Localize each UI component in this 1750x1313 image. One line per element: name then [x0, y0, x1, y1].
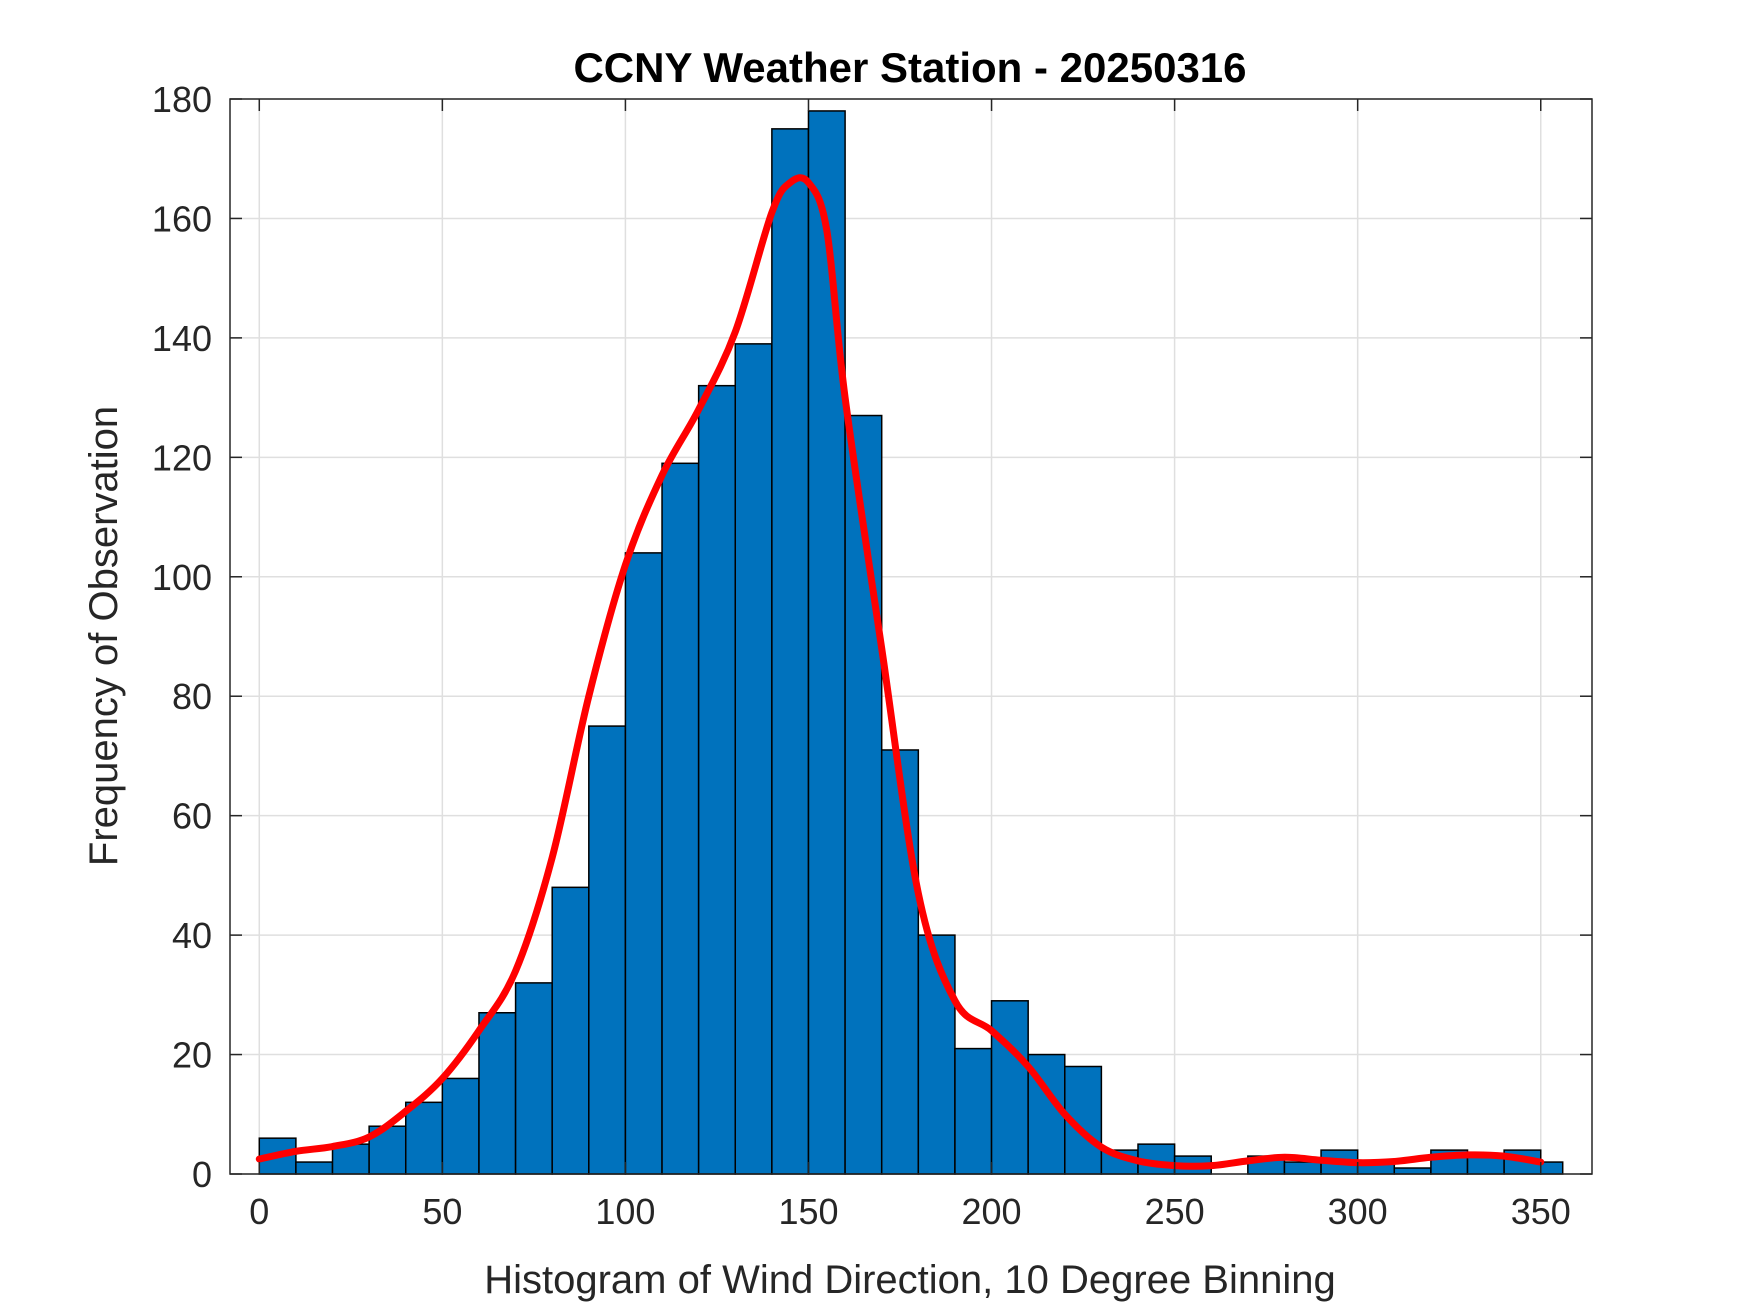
axis-ticks	[230, 98, 1592, 1175]
x-tick-label: 300	[1328, 1191, 1388, 1232]
y-tick-label: 80	[172, 676, 212, 717]
x-tick-label: 250	[1145, 1191, 1205, 1232]
y-tick-label: 100	[152, 557, 212, 598]
x-tick-label: 200	[962, 1191, 1022, 1232]
x-tick-labels: 0 50 100 150 200 250 300 350	[249, 1191, 1571, 1232]
chart-title: CCNY Weather Station - 20250316	[573, 44, 1246, 91]
histogram-bar	[441, 1077, 480, 1175]
y-tick-label: 140	[152, 318, 212, 359]
histogram-bar	[588, 725, 627, 1175]
histogram-bar	[478, 1012, 517, 1175]
y-tick-label: 40	[172, 915, 212, 956]
histogram-bar	[1283, 1161, 1322, 1175]
histogram-bar	[624, 552, 663, 1175]
y-tick-label: 120	[152, 437, 212, 478]
histogram-bar	[551, 886, 590, 1175]
y-tick-label: 20	[172, 1035, 212, 1076]
plot-frame	[229, 98, 1593, 1175]
fit-curve	[255, 174, 1545, 1170]
histogram-bar	[514, 982, 553, 1175]
histogram-bar	[771, 128, 810, 1175]
fit-curve-line	[255, 174, 1545, 1170]
histogram-bar	[1539, 1161, 1564, 1175]
histogram-bar	[404, 1101, 444, 1175]
histogram-bar	[954, 1047, 993, 1175]
x-tick-label: 0	[249, 1191, 269, 1232]
histogram-bar	[697, 384, 737, 1175]
histogram-bar	[734, 343, 773, 1175]
x-tick-label: 100	[595, 1191, 655, 1232]
x-tick-label: 350	[1511, 1191, 1571, 1232]
histogram-bar	[661, 462, 700, 1175]
histogram-bar	[880, 749, 920, 1175]
y-tick-label: 0	[192, 1154, 212, 1195]
y-tick-label: 60	[172, 796, 212, 837]
y-tick-label: 160	[152, 198, 212, 239]
histogram-bar	[917, 934, 956, 1175]
x-axis-label: Histogram of Wind Direction, 10 Degree B…	[484, 1258, 1336, 1302]
y-axis-label: Frequency of Observation	[82, 406, 126, 866]
histogram-bar	[295, 1161, 334, 1175]
x-tick-label: 50	[422, 1191, 462, 1232]
y-tick-label: 180	[152, 79, 212, 120]
histogram-bar	[807, 110, 846, 1175]
x-tick-label: 150	[778, 1191, 838, 1232]
y-tick-labels: 0 20 40 60 80 100 120 140 160 180	[152, 79, 212, 1195]
histogram-bar	[990, 1000, 1029, 1175]
histogram-bar	[1393, 1167, 1432, 1175]
